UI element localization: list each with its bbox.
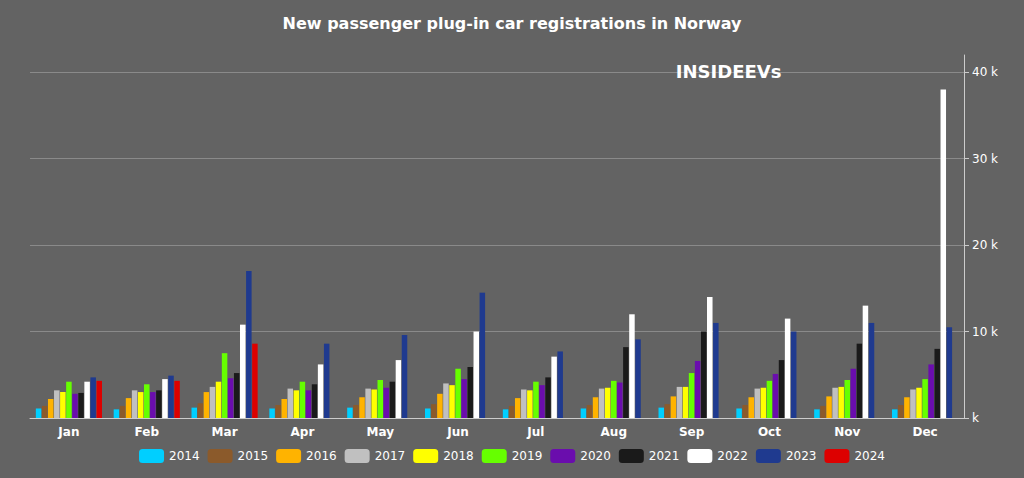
svg-text:2017: 2017: [375, 449, 406, 463]
svg-text:Jun: Jun: [446, 425, 469, 439]
svg-text:2018: 2018: [443, 449, 474, 463]
svg-text:2023: 2023: [786, 449, 817, 463]
svg-text:30 k: 30 k: [972, 152, 998, 166]
svg-text:2020: 2020: [580, 449, 611, 463]
svg-text:New passenger plug-in car regi: New passenger plug-in car registrations …: [283, 14, 742, 33]
svg-text:Feb: Feb: [135, 425, 160, 439]
svg-text:k: k: [972, 411, 979, 425]
svg-text:Aug: Aug: [601, 425, 627, 439]
svg-text:INSIDEEVs: INSIDEEVs: [676, 61, 782, 82]
svg-text:10 k: 10 k: [972, 325, 998, 339]
svg-text:Sep: Sep: [679, 425, 705, 439]
svg-text:Oct: Oct: [758, 425, 781, 439]
svg-text:2019: 2019: [512, 449, 543, 463]
svg-text:20 k: 20 k: [972, 238, 998, 252]
svg-text:2021: 2021: [649, 449, 680, 463]
svg-text:2014: 2014: [169, 449, 200, 463]
svg-text:Apr: Apr: [291, 425, 315, 439]
svg-text:2016: 2016: [306, 449, 337, 463]
svg-text:Jul: Jul: [526, 425, 544, 439]
svg-text:40 k: 40 k: [972, 65, 998, 79]
svg-text:Dec: Dec: [912, 425, 937, 439]
svg-text:2022: 2022: [717, 449, 748, 463]
svg-text:2024: 2024: [854, 449, 885, 463]
svg-text:Jan: Jan: [57, 425, 79, 439]
svg-text:Mar: Mar: [212, 425, 238, 439]
svg-text:2015: 2015: [238, 449, 269, 463]
svg-text:May: May: [367, 425, 395, 439]
svg-text:Nov: Nov: [834, 425, 860, 439]
